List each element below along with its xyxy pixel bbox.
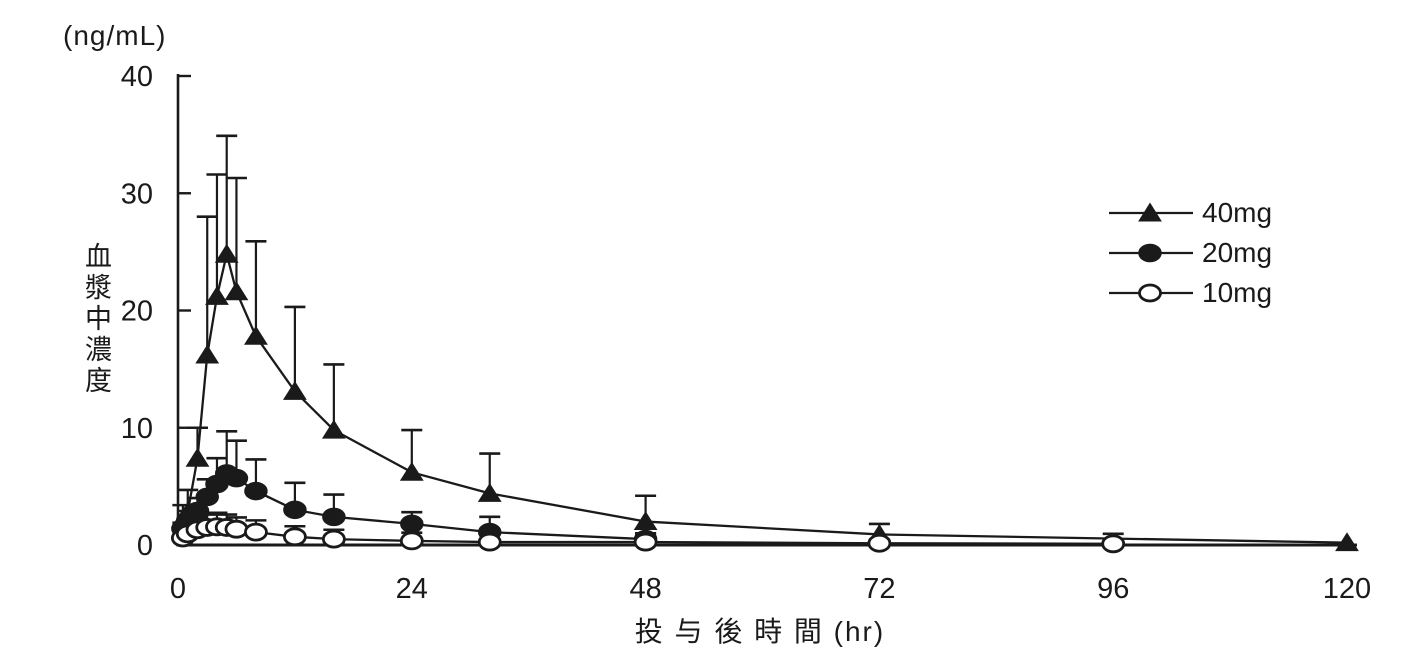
svg-text:120: 120: [1323, 573, 1371, 605]
svg-text:48: 48: [629, 573, 661, 605]
legend-item-20mg: 20mg: [1108, 233, 1272, 273]
svg-text:30: 30: [121, 178, 153, 210]
svg-text:96: 96: [1097, 573, 1129, 605]
x-tick-labels: 0 24 48 72 96 120: [170, 573, 1371, 605]
legend-item-40mg: 40mg: [1108, 193, 1272, 233]
legend-label: 20mg: [1202, 237, 1273, 268]
legend-label: 10mg: [1202, 277, 1273, 308]
legend-marker-filled-triangle-icon: [1109, 202, 1193, 222]
series-10mg: [170, 511, 1126, 554]
legend: 40mg 20mg 10mg: [1108, 193, 1272, 313]
svg-text:40: 40: [121, 61, 153, 93]
legend-marker-filled-circle-icon: [1109, 243, 1193, 263]
y-axis-unit-label: (ng/mL): [63, 20, 167, 51]
legend-label: 40mg: [1202, 197, 1273, 228]
legend-item-10mg: 10mg: [1108, 273, 1272, 313]
y-tick-labels: 0 10 20 30 40: [121, 61, 153, 562]
svg-text:72: 72: [863, 573, 895, 605]
svg-text:0: 0: [137, 530, 153, 562]
x-axis-label: 投 与 後 時 間 (hr): [634, 616, 886, 647]
axes: [176, 74, 1357, 547]
legend-marker-open-circle-icon: [1109, 283, 1193, 303]
svg-text:24: 24: [396, 573, 428, 605]
svg-text:0: 0: [170, 573, 186, 605]
svg-text:10: 10: [121, 413, 153, 445]
svg-text:20: 20: [121, 296, 153, 328]
y-axis-label: 血漿中濃度: [81, 242, 111, 397]
